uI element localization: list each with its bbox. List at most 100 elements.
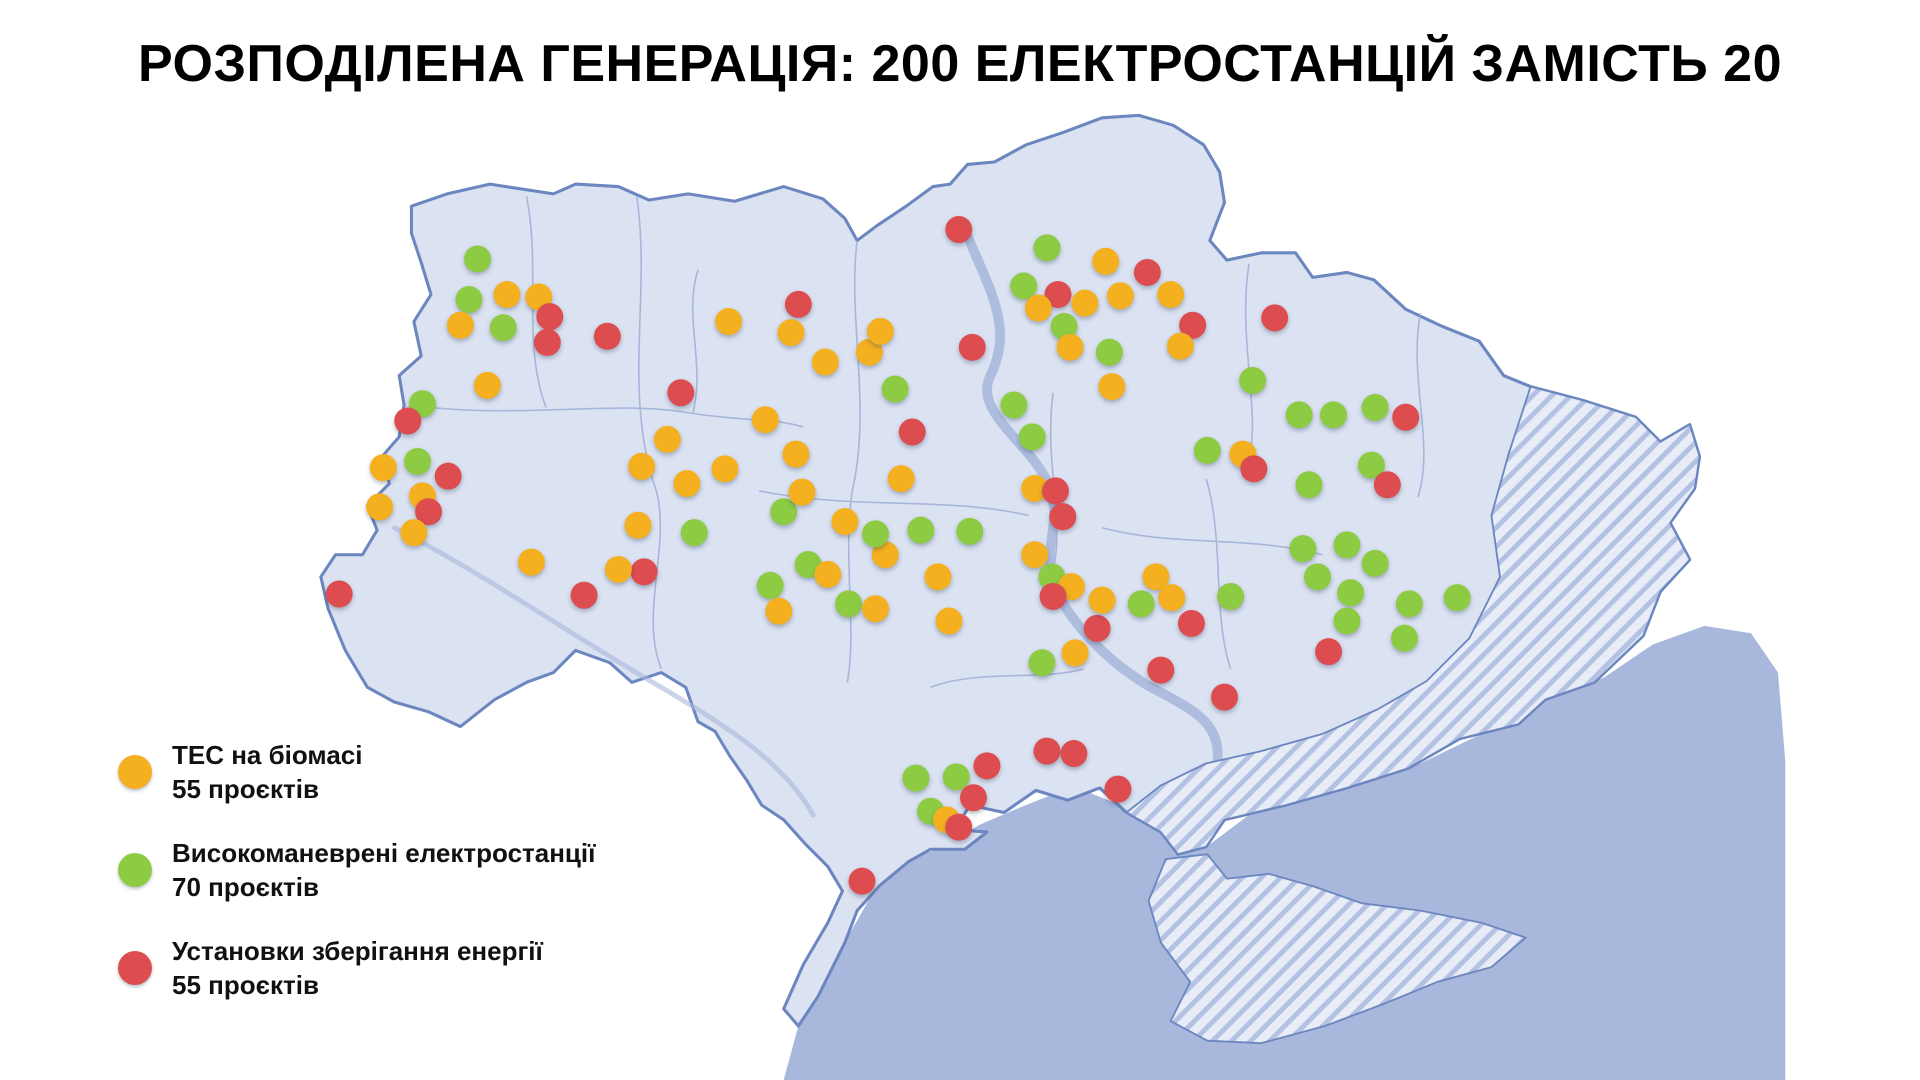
marker-biomass	[1092, 247, 1120, 275]
marker-flexible	[1391, 624, 1418, 652]
marker-storage	[1261, 304, 1289, 332]
marker-flexible	[835, 590, 863, 618]
marker-flexible	[1443, 584, 1471, 612]
marker-flexible	[1050, 312, 1078, 340]
marker-biomass	[517, 548, 545, 576]
marker-biomass	[628, 452, 656, 480]
storage-dot-icon	[118, 951, 152, 985]
marker-flexible	[1000, 391, 1028, 419]
black-sea	[783, 625, 1786, 1080]
marker-flexible	[1010, 272, 1038, 300]
marker-storage	[415, 498, 443, 526]
marker-flexible	[1193, 436, 1221, 464]
marker-flexible	[902, 764, 930, 792]
marker-biomass	[715, 308, 743, 336]
marker-flexible	[956, 517, 984, 545]
marker-flexible	[1028, 649, 1056, 677]
marker-flexible	[1289, 535, 1317, 563]
marker-biomass	[935, 607, 963, 635]
occupied-east-region	[1125, 385, 1701, 856]
marker-biomass	[653, 425, 681, 453]
markers-layer	[325, 216, 1471, 895]
marker-flexible	[1361, 393, 1389, 421]
marker-biomass	[866, 317, 894, 345]
marker-storage	[533, 328, 561, 356]
marker-biomass	[604, 555, 632, 583]
marker-storage	[1133, 258, 1161, 286]
marker-storage	[973, 752, 1001, 780]
marker-flexible	[1361, 549, 1389, 577]
legend-item-storage: Установки зберігання енергії 55 проєктів	[118, 934, 595, 1002]
legend: ТЕС на біомасі 55 проєктів Високоманевре…	[118, 738, 595, 1002]
marker-biomass	[525, 283, 553, 311]
marker-storage	[1044, 281, 1072, 309]
marker-biomass	[855, 338, 883, 366]
marker-storage	[1177, 609, 1205, 637]
marker-biomass	[831, 508, 859, 536]
marker-flexible	[1127, 590, 1155, 618]
marker-biomass	[788, 478, 816, 506]
legend-count-biomass: 55 проєктів	[172, 774, 319, 804]
marker-flexible	[680, 519, 708, 547]
marker-storage	[1104, 775, 1132, 803]
marker-biomass	[871, 541, 899, 569]
marker-flexible	[1033, 234, 1061, 262]
marker-biomass	[924, 563, 952, 591]
marker-biomass	[782, 440, 810, 468]
dnister-river	[391, 525, 816, 818]
marker-storage	[945, 813, 973, 841]
marker-biomass	[369, 454, 397, 482]
legend-label-storage: Установки зберігання енергії	[172, 936, 543, 966]
marker-biomass	[473, 371, 501, 399]
marker-flexible	[464, 245, 492, 273]
marker-storage	[1049, 503, 1077, 531]
marker-flexible	[756, 571, 784, 599]
marker-storage	[1033, 737, 1061, 765]
marker-flexible	[1333, 531, 1361, 559]
marker-biomass	[765, 597, 793, 625]
marker-flexible	[455, 285, 483, 313]
marker-flexible	[1337, 579, 1365, 607]
marker-biomass	[1021, 541, 1049, 569]
marker-storage	[1147, 656, 1175, 684]
marker-flexible	[1285, 401, 1313, 429]
marker-flexible	[770, 498, 798, 526]
marker-storage	[1179, 311, 1207, 339]
marker-flexible	[1304, 563, 1332, 591]
marker-storage	[1039, 582, 1067, 610]
marker-biomass	[366, 493, 394, 521]
marker-storage	[1042, 477, 1069, 505]
marker-biomass	[1088, 586, 1116, 614]
marker-storage	[1060, 740, 1088, 768]
marker-storage	[1240, 455, 1268, 483]
marker-biomass	[1142, 563, 1170, 591]
marker-storage	[784, 290, 812, 318]
marker-biomass	[1158, 584, 1186, 612]
marker-storage	[1373, 471, 1401, 499]
marker-flexible	[1018, 423, 1046, 451]
legend-item-biomass: ТЕС на біомасі 55 проєктів	[118, 738, 595, 806]
marker-flexible	[404, 447, 432, 475]
marker-storage	[960, 784, 987, 812]
marker-flexible	[1333, 607, 1361, 635]
crimea-region	[1147, 853, 1527, 1045]
biomass-dot-icon	[118, 755, 152, 789]
marker-storage	[536, 303, 564, 331]
marker-storage	[945, 216, 973, 243]
marker-storage	[1392, 403, 1420, 431]
marker-flexible	[942, 763, 970, 791]
marker-biomass	[814, 560, 842, 588]
marker-biomass	[1071, 289, 1099, 317]
marker-flexible	[1357, 451, 1385, 479]
marker-storage	[958, 333, 986, 361]
marker-storage	[630, 558, 658, 586]
marker-flexible	[862, 520, 889, 548]
marker-flexible	[1239, 366, 1267, 394]
marker-biomass	[1024, 294, 1052, 322]
marker-storage	[593, 322, 621, 350]
marker-storage	[1211, 683, 1238, 711]
marker-biomass	[1061, 639, 1089, 667]
marker-biomass	[1098, 373, 1126, 401]
legend-label-flexible: Високоманеврені електростанції	[172, 838, 596, 868]
